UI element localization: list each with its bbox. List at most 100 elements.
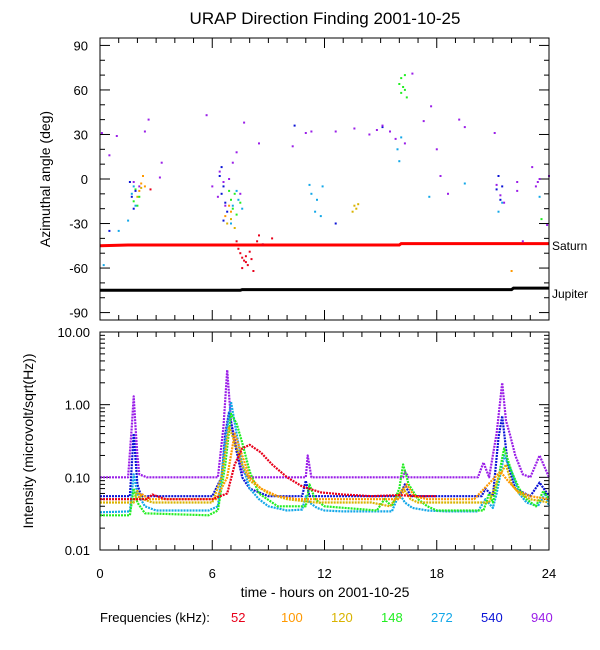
azimuth-point-52khz [258, 234, 260, 237]
azimuth-point-940khz [218, 170, 221, 173]
azimuth-point-940khz [108, 154, 111, 157]
azimuth-point-540khz [132, 207, 135, 210]
intensity-panel: 10.00 1.00 0.10 0.01 0 6 12 18 24 Intensity (mi… [20, 325, 556, 600]
y-tick-label: 0.10 [65, 470, 90, 485]
azimuth-point-272khz [308, 183, 311, 186]
azimuth-point-272khz [321, 185, 324, 188]
azimuth-point-272khz [396, 148, 399, 151]
azimuth-point-148khz [405, 96, 408, 99]
azimuth-point-940khz [228, 178, 231, 180]
azimuth-point-540khz [222, 219, 225, 222]
azimuth-point-940khz [403, 142, 406, 145]
azimuth-point-540khz [108, 229, 111, 232]
azimuth-point-52khz [261, 243, 264, 246]
azimuth-point-940khz [463, 126, 466, 129]
azimuth-point-540khz [497, 175, 500, 177]
azimuth-point-272khz [314, 210, 317, 213]
azimuth-point-940khz [389, 130, 391, 133]
azimuth-point-940khz [430, 105, 433, 108]
azimuth-point-940khz [435, 148, 438, 151]
azimuth-y-axis-label: Azimuthal angle (deg) [37, 111, 53, 247]
azimuth-point-52khz [235, 240, 238, 243]
azimuth-point-148khz [230, 198, 232, 201]
azimuth-point-272khz [117, 229, 120, 232]
azimuth-point-272khz [230, 222, 232, 225]
azimuth-point-148khz [239, 201, 242, 204]
time-tick-labels: 0 6 12 18 24 [96, 566, 556, 581]
legend-entry-148: 148 [381, 610, 403, 625]
azimuth-point-940khz [493, 132, 496, 134]
azimuth-point-940khz [115, 135, 118, 137]
azimuth-point-540khz [128, 181, 131, 183]
azimuth-point-940khz [394, 137, 397, 140]
azimuth-point-940khz [499, 194, 502, 197]
azimuth-point-52khz [149, 188, 152, 191]
azimuth-panel: 90 60 30 0 -30 -60 -90 Azimuthal angle (deg) S… [37, 37, 588, 321]
legend-entry-120: 120 [331, 610, 353, 625]
y-tick-label: 30 [74, 127, 88, 142]
azimuth-point-148khz [400, 91, 403, 94]
legend-entry-940: 940 [531, 610, 553, 625]
azimuth-point-100khz [143, 185, 146, 188]
azimuth-point-940khz [538, 178, 541, 180]
azimuth-point-940khz [503, 201, 506, 204]
azimuth-point-272khz [127, 219, 130, 222]
azimuth-point-940khz [100, 132, 103, 134]
azimuth-point-100khz [230, 210, 232, 213]
x-tick-label: 18 [430, 566, 444, 581]
y-tick-label: 0 [81, 172, 88, 187]
azimuth-plot-frame [99, 37, 550, 321]
azimuth-point-100khz [142, 175, 144, 177]
azimuth-point-52khz [252, 270, 255, 272]
legend-entry-52: 52 [231, 610, 246, 625]
y-tick-label: -60 [69, 261, 88, 276]
azimuth-point-940khz [235, 151, 238, 154]
azimuth-point-52khz [246, 264, 249, 267]
azimuth-point-120khz [357, 203, 360, 206]
azimuth-point-52khz [239, 252, 242, 255]
azimuth-point-940khz [422, 120, 425, 123]
azimuth-point-272khz [538, 195, 541, 198]
x-tick-label: 6 [209, 566, 216, 581]
azimuth-scatter-points [100, 72, 550, 272]
azimuth-point-52khz [237, 247, 240, 250]
azimuth-point-272khz [231, 204, 234, 207]
azimuth-point-940khz [353, 127, 356, 130]
azimuth-point-52khz [248, 250, 251, 253]
azimuth-point-540khz [224, 201, 227, 204]
azimuth-point-120khz [136, 195, 139, 198]
azimuth-point-148khz [540, 218, 543, 221]
azimuth-point-940khz [132, 181, 135, 183]
azimuth-point-940khz [375, 129, 378, 131]
azimuth-point-272khz [316, 198, 318, 201]
chart-title: URAP Direction Finding 2001-10-25 [190, 9, 461, 28]
azimuth-point-148khz [138, 195, 141, 198]
azimuth-point-940khz [411, 72, 414, 75]
azimuth-point-940khz [211, 185, 214, 188]
azimuth-ticks [99, 38, 550, 320]
jupiter-line [100, 286, 549, 292]
azimuth-point-540khz [220, 166, 223, 169]
azimuth-point-272khz [132, 185, 135, 188]
azimuth-point-940khz [304, 132, 307, 134]
azimuth-point-540khz [495, 188, 498, 191]
azimuth-point-940khz [447, 192, 449, 195]
y-tick-label: 10.00 [57, 325, 90, 340]
azimuth-point-940khz [243, 121, 246, 124]
azimuth-point-148khz [403, 88, 406, 91]
azimuth-point-940khz [310, 130, 313, 133]
intensity-plot-frame [99, 331, 550, 551]
azimuth-point-940khz [439, 175, 442, 177]
azimuth-point-148khz [228, 189, 231, 192]
x-tick-label: 24 [542, 566, 556, 581]
azimuth-point-148khz [403, 74, 406, 77]
azimuth-point-540khz [334, 222, 337, 225]
intensity-y-axis-label: Intensity (microvolt/sqrt(Hz)) [20, 353, 36, 528]
legend-entry-272: 272 [431, 610, 453, 625]
azimuth-point-940khz [291, 145, 294, 148]
intensity-line-100khz [100, 432, 550, 501]
azimuth-point-148khz [231, 207, 234, 210]
intensity-line-940khz [100, 368, 551, 479]
y-tick-label: -90 [69, 306, 88, 321]
